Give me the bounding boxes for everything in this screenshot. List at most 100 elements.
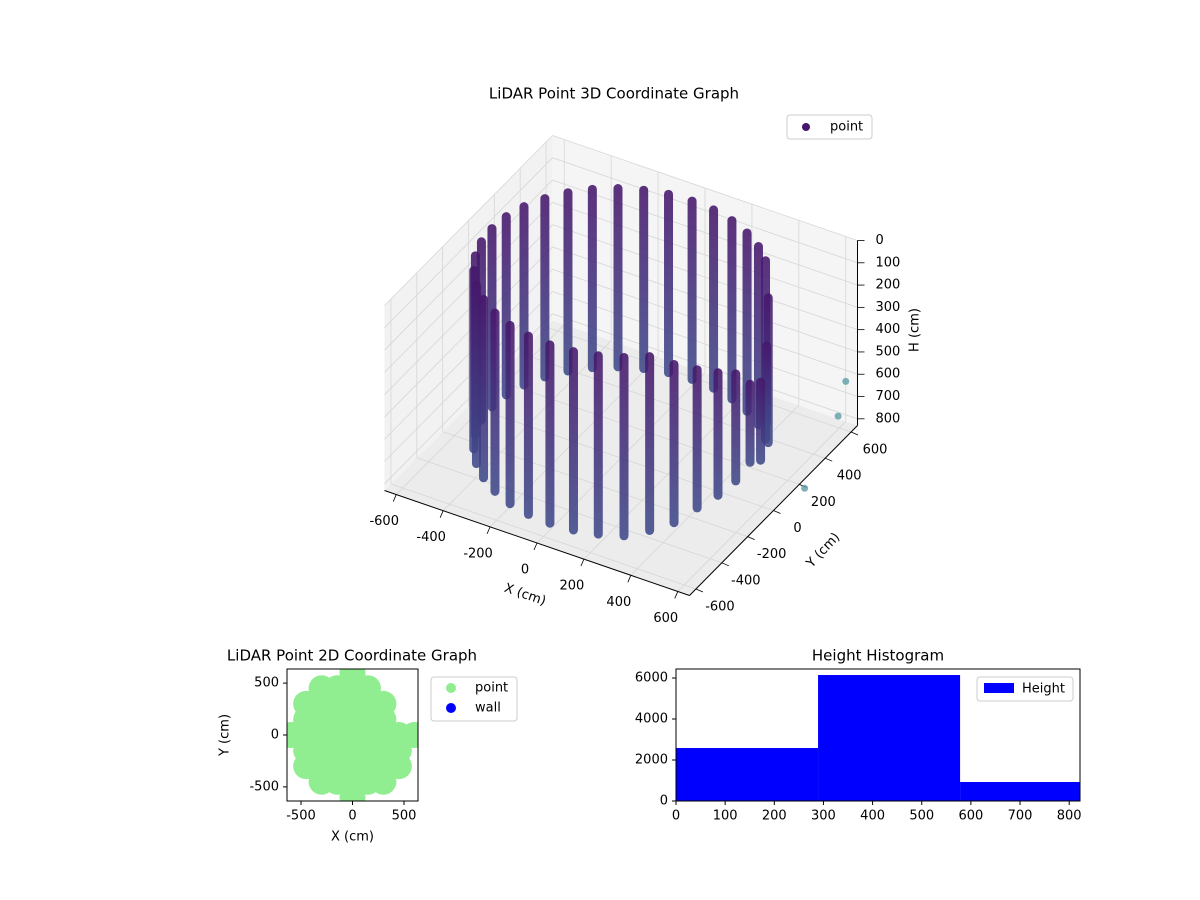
outlier-point: [842, 377, 850, 385]
point-column: [479, 294, 489, 483]
y-tick-label: 400: [837, 469, 862, 484]
x-tick: [392, 494, 397, 502]
x-axis-label: X (cm): [502, 581, 548, 609]
point-column: [713, 368, 723, 500]
z-tick-label: 300: [876, 300, 901, 315]
grid-line: [384, 157, 553, 329]
point-column: [587, 184, 597, 373]
x-tick-label: 400: [860, 809, 885, 824]
y-tick-label: -600: [705, 599, 735, 614]
z-tick-label: 600: [876, 367, 901, 382]
y-axis-line: [689, 425, 858, 596]
y-tick-label: 2000: [635, 753, 668, 768]
legend-box: [430, 676, 518, 722]
point-column: [505, 320, 515, 509]
point-column: [471, 280, 481, 469]
point-column: [664, 189, 674, 378]
point: [370, 768, 397, 795]
chart-title: LiDAR Point 2D Coordinate Graph: [227, 647, 477, 665]
x-tick-label: -500: [286, 809, 316, 824]
chart-title: LiDAR Point 3D Coordinate Graph: [489, 85, 739, 103]
y-tick: [773, 510, 781, 514]
point-column: [568, 347, 578, 535]
z-tick-label: 100: [876, 255, 901, 270]
x-tick-label: 200: [762, 809, 787, 824]
legend-marker: [446, 683, 456, 693]
bar: [676, 748, 819, 801]
x-tick-label: -600: [369, 514, 399, 529]
z-tick-label: 800: [876, 411, 901, 426]
x-tick-label: 600: [653, 611, 678, 626]
z-tick-label: 400: [876, 322, 901, 337]
point-column: [692, 365, 702, 513]
y-tick: [695, 588, 704, 593]
y-tick: [747, 536, 755, 541]
y-tick: [850, 431, 859, 436]
x-tick: [627, 575, 632, 583]
y-tick-label: 0: [271, 728, 279, 743]
grid-line: [552, 291, 858, 397]
x-tick-label: 800: [1057, 809, 1082, 824]
axes-frame: [675, 668, 1081, 802]
legend-marker: [802, 123, 810, 131]
point-column: [745, 379, 755, 467]
grid-line: [384, 135, 553, 306]
x-tick-label: -400: [416, 530, 446, 545]
point-column: [742, 228, 752, 416]
x-tick: [674, 591, 679, 599]
plot-area: [287, 669, 418, 801]
point-column: [523, 331, 533, 519]
y-tick: [721, 562, 729, 567]
legend-label: point: [475, 681, 508, 696]
x-tick: [439, 510, 444, 518]
point-column: [756, 377, 766, 465]
x-tick-label: 500: [909, 809, 934, 824]
y-tick-label: 0: [660, 794, 668, 809]
y-tick-label: 6000: [635, 671, 668, 686]
legend-label: point: [830, 120, 863, 135]
x-tick-label: 0: [348, 809, 356, 824]
x-tick-label: 200: [560, 579, 585, 594]
x-tick-label: -200: [463, 546, 493, 561]
grid-line: [390, 483, 697, 590]
legend-box: [786, 114, 873, 140]
grid-line: [552, 246, 858, 353]
y-tick-label: 500: [254, 676, 279, 691]
point-column: [669, 359, 679, 528]
point-column: [645, 352, 655, 536]
grid-line: [552, 201, 858, 308]
y-tick-label: 200: [811, 495, 836, 510]
x-tick-label: 500: [392, 809, 417, 824]
grid-line: [552, 224, 858, 331]
point-column: [727, 216, 737, 404]
x-tick-label: 600: [958, 809, 983, 824]
point-column: [619, 352, 629, 541]
point-column: [687, 196, 697, 384]
outlier-point: [834, 412, 842, 420]
x-axis-label: X (cm): [331, 830, 374, 845]
x-tick: [533, 542, 538, 551]
legend-patch: [984, 683, 1014, 693]
y-tick: [825, 457, 833, 462]
z-tick-label: 700: [876, 389, 901, 404]
point-column: [540, 194, 550, 382]
x-tick-label: 100: [713, 809, 738, 824]
grid-line: [552, 268, 858, 375]
x-tick-label: 0: [521, 563, 529, 578]
y-tick-label: 4000: [635, 712, 668, 727]
x-tick-label: 300: [811, 809, 836, 824]
y-tick-label: -500: [249, 779, 279, 794]
y-tick-label: -400: [731, 573, 761, 588]
point-column: [731, 369, 741, 486]
plot-area: [676, 675, 1080, 801]
bar: [818, 675, 961, 801]
y-axis-label: Y (cm): [803, 530, 843, 572]
grid-line: [552, 313, 858, 420]
point-column: [490, 308, 500, 496]
point-column: [545, 340, 555, 528]
point-column: [593, 351, 603, 539]
grid-line: [552, 157, 858, 264]
x-axis-line: [384, 490, 690, 596]
y-axis-label: Y (cm): [218, 714, 233, 757]
